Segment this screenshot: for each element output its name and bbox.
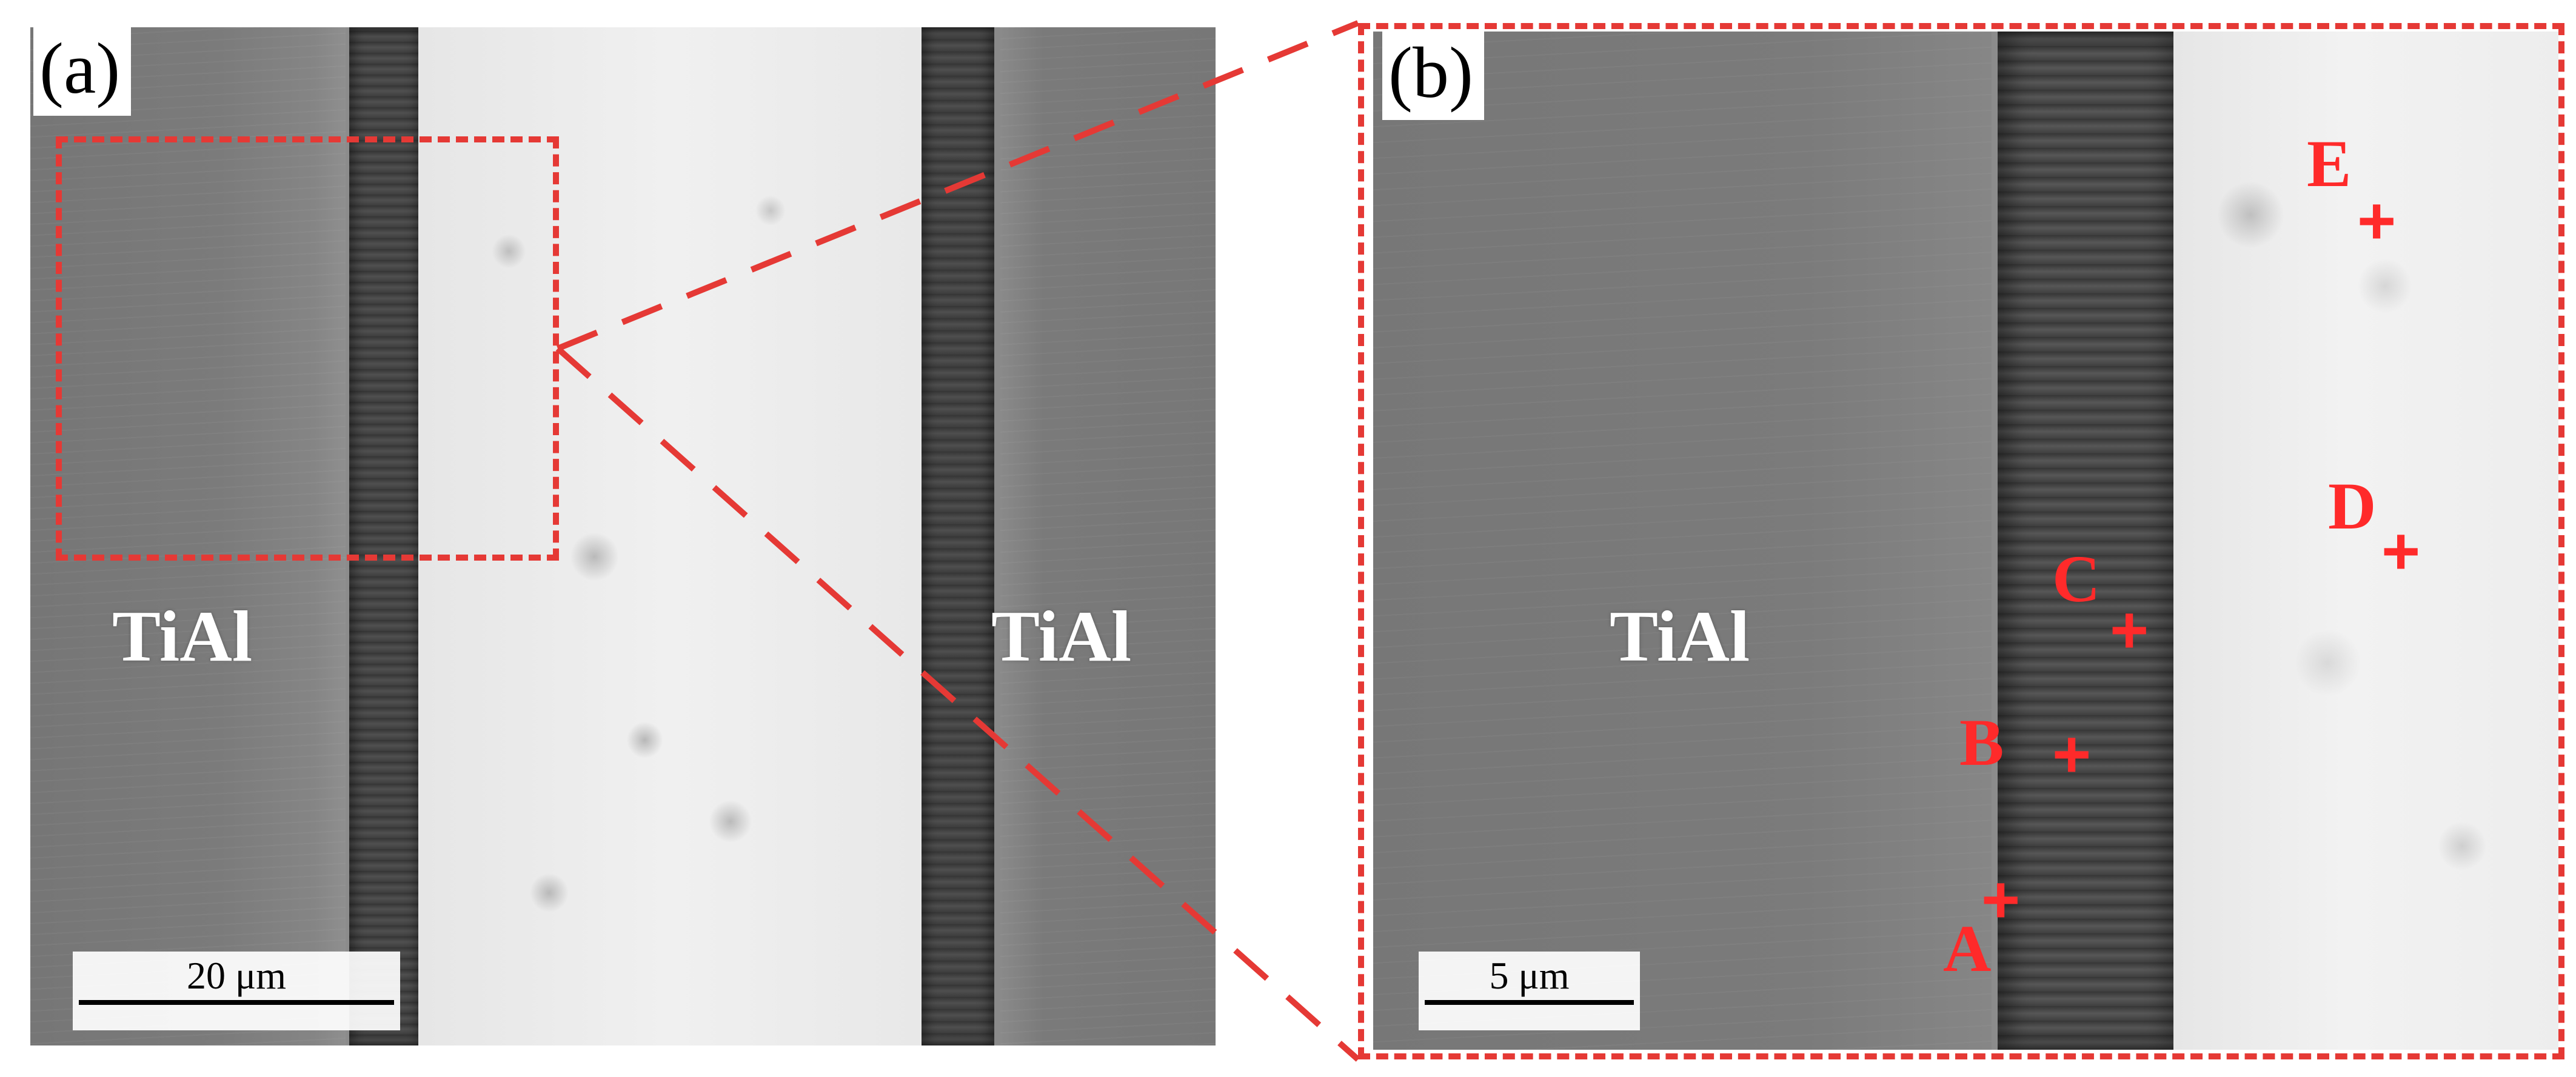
tial-label: TiAl — [1610, 596, 1750, 676]
tial-label-right: TiAl — [991, 596, 1132, 676]
scale-bar-a: 20 μm — [73, 952, 400, 1030]
panel-b-label: (b) — [1382, 32, 1484, 120]
interlayer-region — [1992, 32, 2180, 1050]
interlayer-left — [346, 27, 422, 1045]
scale-bar-b-line — [1425, 1000, 1634, 1005]
tial-region-left — [30, 27, 346, 1045]
point-e-marker: + — [2357, 184, 2397, 258]
point-c-label: C — [2052, 542, 2101, 616]
filler-region — [2173, 32, 2558, 1050]
tial-label-left: TiAl — [112, 596, 253, 676]
panel-a-label: (a) — [33, 27, 132, 116]
filler-region — [418, 27, 922, 1045]
scale-bar-b-text: 5 μm — [1489, 954, 1570, 997]
point-b-marker: + — [2052, 717, 2092, 792]
point-d-label: D — [2328, 469, 2377, 543]
point-a-marker: + — [1981, 862, 2021, 937]
point-e-label: E — [2307, 127, 2352, 201]
panel-a-micrograph — [30, 27, 1216, 1045]
point-d-marker: + — [2381, 514, 2421, 589]
scale-bar-b: 5 μm — [1419, 952, 1640, 1030]
point-b-label: B — [1959, 705, 2004, 779]
point-c-marker: + — [2110, 593, 2149, 667]
interlayer-right — [922, 27, 1000, 1045]
tial-region — [1373, 32, 1992, 1050]
scale-bar-a-line — [79, 1000, 394, 1005]
point-a-label: A — [1943, 912, 1992, 985]
panel-b-micrograph — [1373, 32, 2558, 1050]
scale-bar-a-text: 20 μm — [186, 954, 287, 997]
tial-region-right — [1000, 27, 1216, 1045]
